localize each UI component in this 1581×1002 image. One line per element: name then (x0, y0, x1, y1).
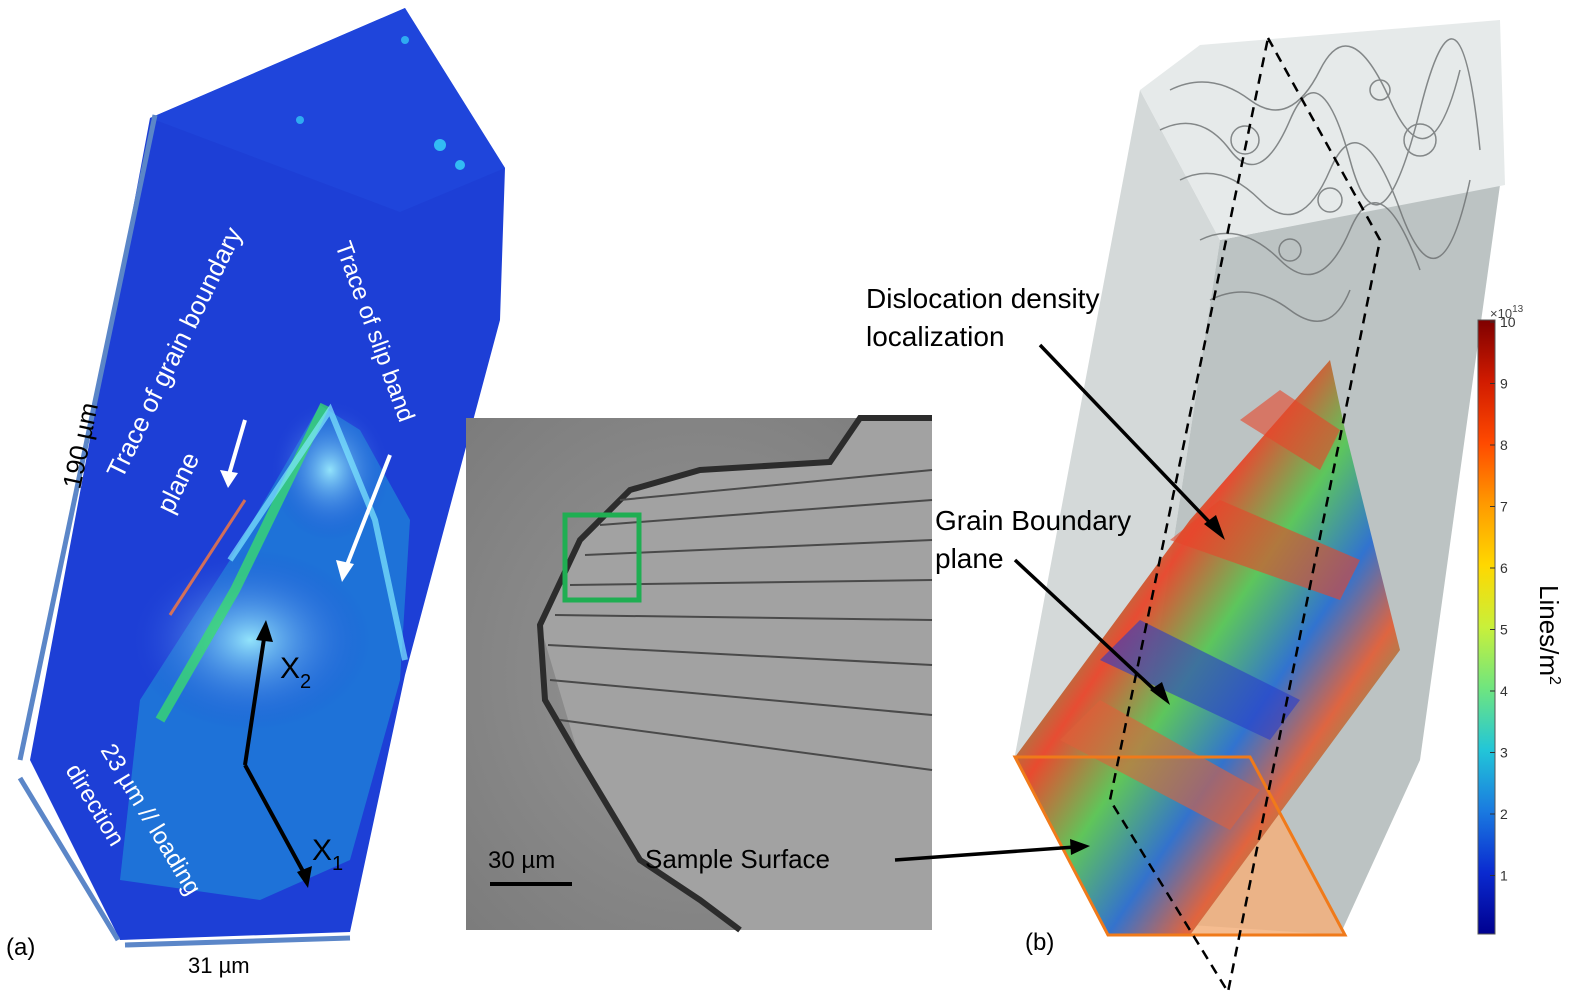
colorbar-ticks: 10 9 8 7 6 5 4 3 2 1 (1490, 314, 1516, 884)
dim-width-label: 31 µm (188, 953, 250, 978)
surface-arrow (894, 845, 1076, 862)
panel-a-top-face (150, 8, 505, 212)
x1-label: X1 (312, 834, 343, 875)
colorbar-tick-label: 1 (1500, 868, 1508, 884)
dislocation-loop (1230, 125, 1260, 155)
gb-plane-annotation-2: plane (935, 543, 1004, 574)
colorbar-tick-label: 10 (1500, 314, 1516, 330)
colorbar-gradient (1477, 319, 1496, 935)
dislocation-loop (1403, 123, 1437, 157)
slip-arrowhead (336, 560, 354, 582)
hotspot (455, 160, 465, 170)
colorbar: ×1013 10 9 8 7 6 5 4 3 2 1 Lines/m2 (1477, 304, 1564, 935)
panel-a-label: (a) (6, 934, 35, 961)
region-of-interest-box (562, 512, 642, 603)
grain-boundary-plane-outline (1108, 34, 1382, 996)
density-band (1100, 620, 1300, 740)
hotspot (296, 116, 304, 124)
dislocation-line (1159, 38, 1481, 206)
panel-b-label: (b) (1025, 929, 1054, 956)
colorbar-tick-label: 6 (1500, 560, 1508, 576)
hotspot (434, 139, 446, 151)
sample-surface-annotation: Sample Surface (645, 844, 830, 874)
dd-annotation-1: Dislocation density (866, 283, 1099, 314)
colorbar-title: Lines/m2 (1534, 585, 1564, 685)
colorbar-tick-label: 2 (1500, 806, 1508, 822)
slip-arrow (343, 454, 392, 571)
dd-arrow (1038, 343, 1217, 530)
dislocation-line (1199, 202, 1421, 276)
gb-plane-annotation-1: Grain Boundary (935, 505, 1131, 536)
colorbar-tick-label: 4 (1500, 683, 1508, 699)
gb-plane-arrow (1013, 558, 1162, 697)
hotspot (401, 36, 409, 44)
dislocation-line (1169, 45, 1461, 140)
slip-line (554, 614, 933, 621)
sample-surface-outline (1012, 755, 1348, 937)
gb-plane-arrowhead (1150, 682, 1170, 705)
slip-band-trace (227, 403, 408, 661)
dislocation-loop (1369, 79, 1391, 101)
gb-arrowhead (220, 470, 238, 488)
panel-b: Dislocation density localization Grain B… (645, 20, 1505, 996)
density-band (1240, 390, 1340, 470)
sem-slip-lines (547, 469, 933, 771)
colorbar-tick-label: 8 (1500, 437, 1508, 453)
colorbar-tick-label: 7 (1500, 499, 1508, 515)
dislocation-network (1159, 38, 1481, 322)
slip-line (547, 644, 933, 666)
colorbar-tick-label: 9 (1500, 376, 1508, 392)
x1-axis (243, 764, 307, 876)
dim-line-height (17, 114, 158, 761)
slip-line (559, 719, 933, 771)
slip-line (569, 579, 933, 586)
dim-line-depth (17, 776, 121, 942)
dislocation-loop (1317, 187, 1343, 213)
slip-line (619, 469, 933, 501)
colorbar-tick-label: 3 (1500, 745, 1508, 761)
slip-line (549, 679, 933, 716)
red-streak (168, 499, 247, 616)
slip-line (599, 499, 933, 526)
slip-line (584, 539, 933, 556)
surface-arrowhead (1070, 839, 1090, 855)
colorbar-tick-label: 5 (1500, 622, 1508, 638)
volume-top (1140, 20, 1505, 240)
cyan-region-2 (270, 400, 390, 540)
scale-bar-label: 30 µm (488, 847, 555, 874)
dislocation-loop (1278, 238, 1302, 262)
x2-arrowhead (256, 620, 273, 642)
gb-arrow (226, 419, 247, 479)
panel-a: 190 µm 23 µm // loading direction 31 µm … (6, 8, 505, 978)
sem-panel: 30 µm (466, 415, 933, 933)
density-band (1060, 700, 1260, 830)
dislocation-line (1179, 142, 1471, 259)
dislocation-line (1209, 289, 1351, 322)
sem-grain-boundary (536, 415, 932, 933)
dd-arrowhead (1204, 515, 1225, 540)
colorbar-multiplier: ×1013 (1490, 304, 1524, 321)
x2-label: X2 (280, 652, 311, 693)
dd-annotation-2: localization (866, 321, 1005, 352)
dim-line-width (124, 935, 351, 948)
cyan-region (130, 550, 370, 730)
x1-arrowhead (297, 866, 312, 888)
x2-axis (243, 631, 267, 766)
